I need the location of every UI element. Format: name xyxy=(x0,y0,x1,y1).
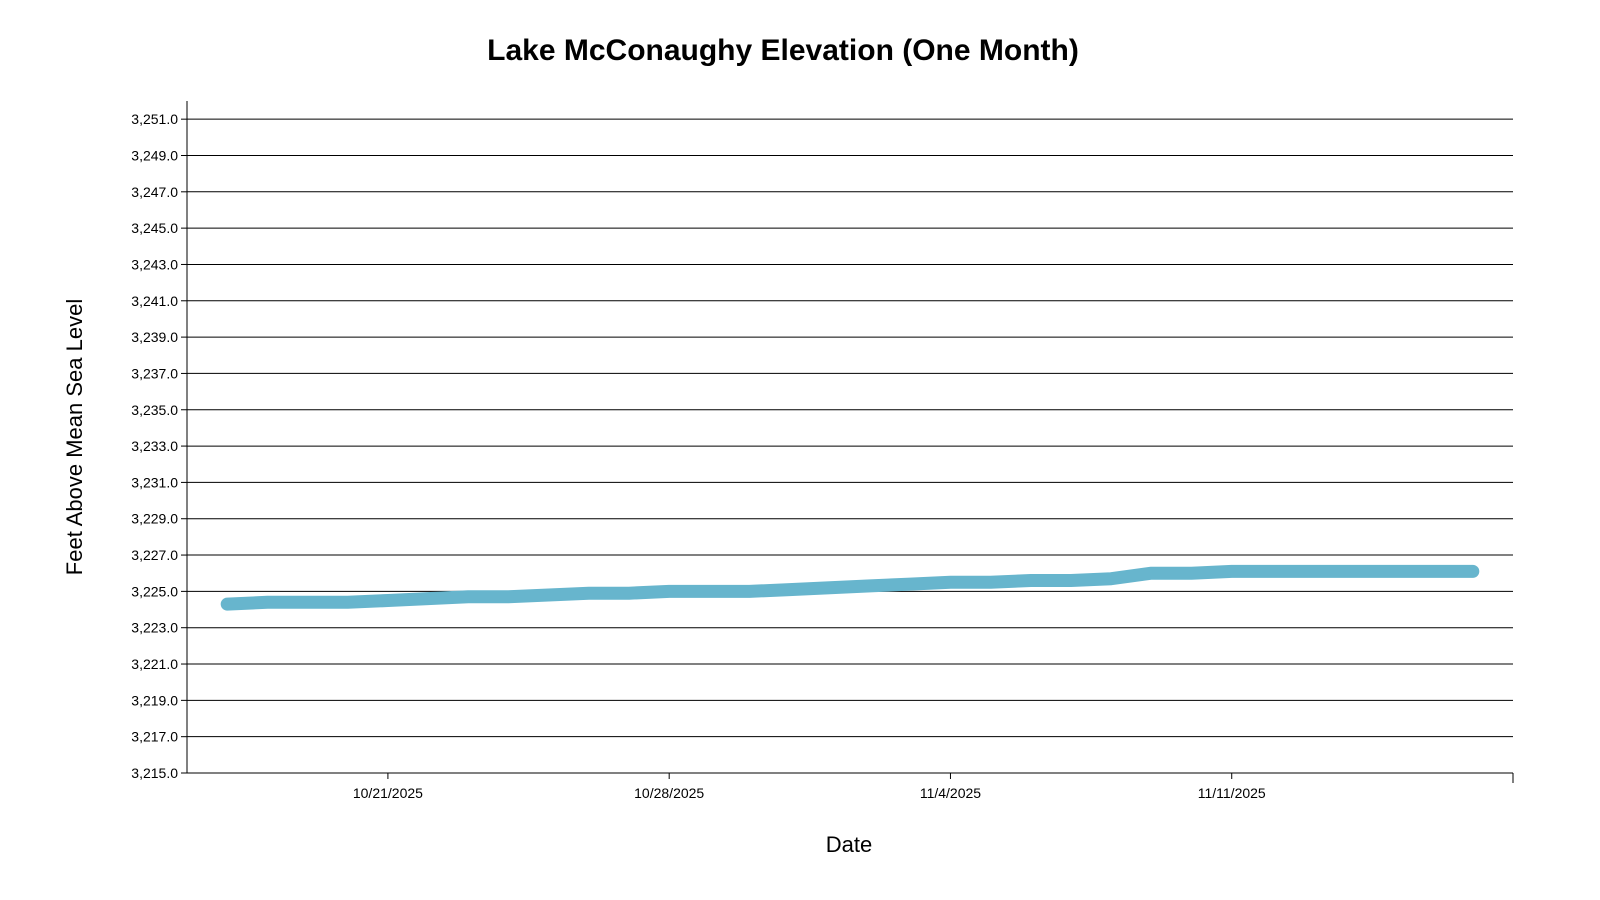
y-axis-ticks: 3,215.0 3,217.0 3,219.0 3,221.0 3,223.0 3,225… xyxy=(131,111,187,781)
y-tick-label: 3,233.0 xyxy=(131,438,178,454)
x-tick-label: 10/21/2025 xyxy=(353,785,423,801)
series-group xyxy=(220,564,1480,611)
y-tick-label: 3,235.0 xyxy=(131,402,178,418)
y-tick-label: 3,231.0 xyxy=(131,474,178,490)
y-tick-label: 3,243.0 xyxy=(131,256,178,272)
y-tick-label: 3,223.0 xyxy=(131,620,178,636)
x-tick-label: 11/4/2025 xyxy=(920,785,981,801)
x-tick-label: 10/28/2025 xyxy=(634,785,704,801)
y-tick-label: 3,229.0 xyxy=(131,511,178,527)
y-tick-label: 3,241.0 xyxy=(131,293,178,309)
y-tick-label: 3,239.0 xyxy=(131,329,178,345)
y-axis-label: Feet Above Mean Sea Level xyxy=(62,299,87,575)
x-axis-ticks: 10/21/2025 10/28/2025 11/4/2025 11/11/2025 xyxy=(353,773,1266,801)
y-tick-label: 3,217.0 xyxy=(131,729,178,745)
y-tick-label: 3,219.0 xyxy=(131,692,178,708)
series-line-0 xyxy=(220,564,1480,611)
y-tick-label: 3,251.0 xyxy=(131,111,178,127)
y-tick-label: 3,215.0 xyxy=(131,765,178,781)
grid-lines xyxy=(187,118,1513,774)
y-tick-label: 3,225.0 xyxy=(131,583,178,599)
y-tick-label: 3,237.0 xyxy=(131,365,178,381)
y-tick-label: 3,247.0 xyxy=(131,184,178,200)
chart-title: Lake McConaughy Elevation (One Month) xyxy=(487,34,1079,67)
x-axis-label: Date xyxy=(826,832,872,857)
y-tick-label: 3,249.0 xyxy=(131,147,178,163)
y-tick-label: 3,227.0 xyxy=(131,547,178,563)
x-tick-label: 11/11/2025 xyxy=(1198,785,1266,801)
y-tick-label: 3,245.0 xyxy=(131,220,178,236)
y-tick-label: 3,221.0 xyxy=(131,656,178,672)
